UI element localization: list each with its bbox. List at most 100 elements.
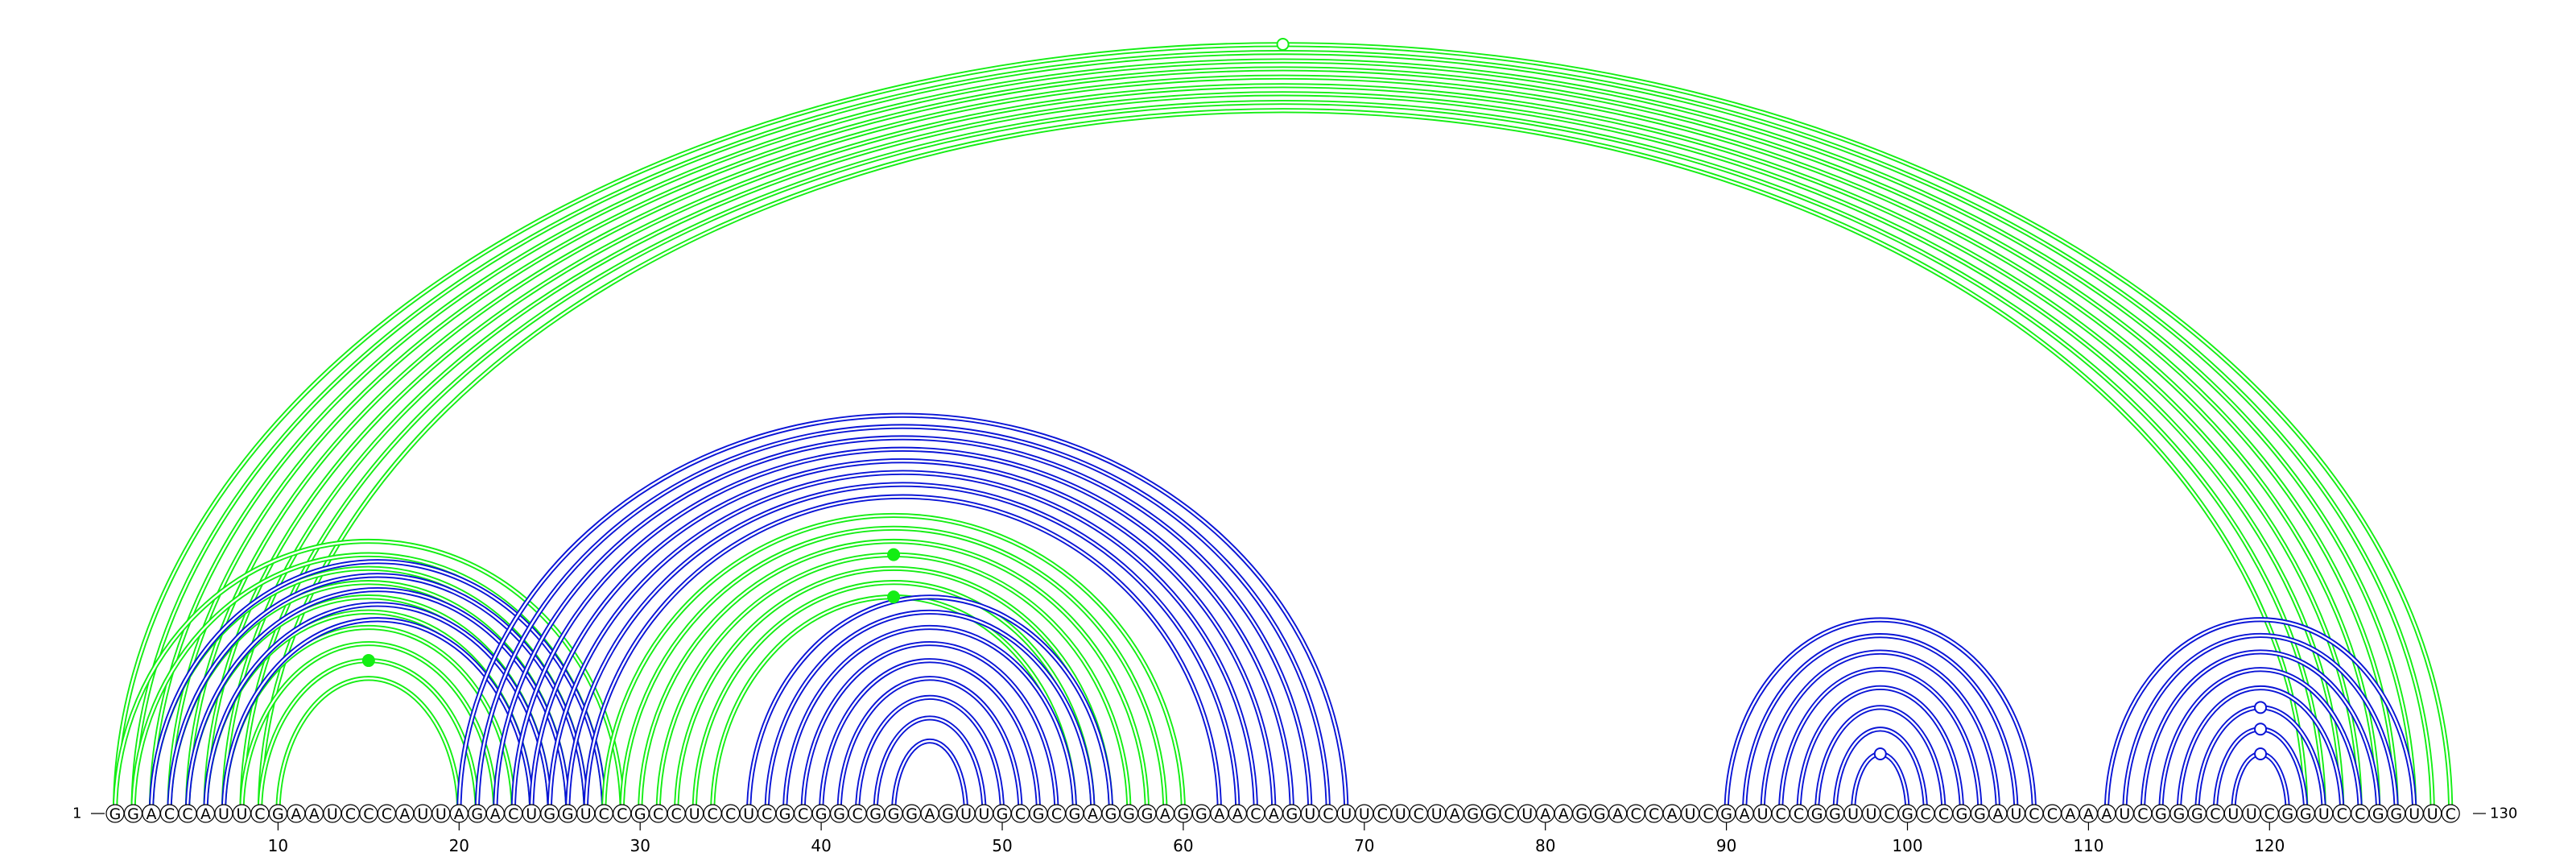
pair-arc-gap-117-122 — [2214, 728, 2307, 814]
nucleotide-letter-40: G — [815, 805, 828, 823]
pair-arc-gap-7-24 — [222, 619, 533, 814]
pair-arc-gap-44-48 — [892, 739, 968, 814]
pair-arc-gap-39-53 — [802, 642, 1058, 814]
nucleotide-letter-21: G — [471, 805, 483, 823]
nucleotide-letter-109: A — [2065, 805, 2075, 823]
nucleotide-64: C — [1246, 804, 1265, 823]
nucleotide-letter-69: U — [1340, 805, 1352, 823]
nucleotide-122: G — [2296, 804, 2315, 823]
nucleotide-letter-39: C — [798, 805, 808, 823]
nucleotide-119: U — [2242, 804, 2261, 823]
nucleotide-57: G — [1119, 804, 1139, 823]
nucleotide-61: G — [1191, 804, 1212, 823]
nucleotide-letter-125: C — [2355, 805, 2365, 823]
end-label: 130 — [2490, 805, 2517, 822]
pair-arc-gap-111-128 — [2105, 619, 2416, 814]
nucleotide-46: A — [920, 804, 939, 823]
tick-label-90: 90 — [1716, 836, 1736, 855]
nucleotide-letter-122: G — [2300, 805, 2312, 823]
nucleotide-4: C — [159, 804, 180, 823]
pair-arc-gap-26-63 — [567, 483, 1239, 814]
nucleotide-73: C — [1409, 804, 1428, 823]
nucleotide-letter-50: G — [997, 805, 1009, 823]
pair-arc-42-50 — [854, 694, 1005, 814]
nucleotide-letter-36: U — [743, 805, 754, 823]
nucleotide-79: U — [1517, 804, 1537, 823]
nucleotide-31: C — [649, 804, 668, 823]
pair-marker-97-100 — [1873, 747, 1887, 760]
nucleotide-12: A — [304, 804, 324, 823]
nucleotide-letter-3: A — [146, 805, 156, 823]
nucleotide-86: C — [1645, 804, 1664, 823]
nucleotide-letter-20: A — [454, 805, 464, 823]
nucleotide-letter-63: A — [1232, 805, 1243, 823]
pair-arc-gap-23-66 — [512, 448, 1294, 814]
nucleotide-115: G — [2169, 804, 2189, 823]
nucleotide-letter-120: C — [2264, 805, 2275, 823]
nucleotide-101: C — [1916, 804, 1935, 823]
nucleotide-43: G — [865, 804, 886, 823]
nucleotide-letter-56: G — [1105, 805, 1117, 823]
nucleotide-letter-33: U — [689, 805, 700, 823]
nucleotide-letter-70: U — [1359, 805, 1370, 823]
nucleotide-62: A — [1210, 804, 1229, 823]
pair-arc-gap-25-64 — [548, 471, 1257, 814]
nucleotide-13: U — [323, 804, 342, 823]
nucleotide-letter-34: C — [708, 805, 718, 823]
nucleotide-letter-100: G — [1901, 805, 1913, 823]
nucleotide-letter-77: G — [1485, 805, 1497, 823]
nucleotide-letter-114: G — [2155, 805, 2167, 823]
nucleotide-95: G — [1807, 804, 1827, 823]
nucleotide-76: G — [1463, 804, 1483, 823]
pair-marker-1-130 — [1276, 38, 1290, 51]
pair-arc-3-128 — [151, 61, 2414, 814]
nucleotide-19: U — [431, 804, 451, 823]
pair-marker-116-123 — [2254, 701, 2268, 714]
pair-arc-gap-8-22 — [241, 642, 497, 814]
nucleotide-55: A — [1083, 804, 1103, 823]
nucleotide-letter-89: C — [1703, 805, 1713, 823]
nucleotide-letter-24: U — [526, 805, 537, 823]
pair-marker-34-54 — [887, 590, 901, 604]
nucleotide-39: C — [794, 804, 813, 823]
pair-arc-gap-20-69 — [458, 414, 1348, 814]
pair-arc-gap-24-65 — [530, 459, 1275, 814]
nucleotide-116: G — [2187, 804, 2207, 823]
nucleotide-letter-84: A — [1612, 805, 1623, 823]
nucleotide-1: G — [105, 804, 125, 823]
pair-arc-gap-28-60 — [603, 514, 1185, 814]
nucleotide-49: U — [974, 804, 994, 823]
nucleotide-letter-86: C — [1649, 805, 1659, 823]
nucleotide-2: G — [123, 804, 143, 823]
nucleotide-letter-97: U — [1847, 805, 1859, 823]
nucleotide-letter-45: G — [906, 805, 918, 823]
nucleotide-89: C — [1699, 804, 1718, 823]
pair-arc-gap-42-50 — [856, 696, 1004, 814]
nucleotide-121: G — [2278, 804, 2297, 823]
tick-label-40: 40 — [811, 836, 831, 855]
pair-arc-gap-29-59 — [621, 527, 1166, 814]
nucleotide-letter-32: C — [671, 805, 682, 823]
nucleotide-8: U — [232, 804, 252, 823]
nucleotide-52: G — [1029, 804, 1048, 823]
nucleotide-letter-37: C — [762, 805, 772, 823]
nucleotide-11: A — [287, 804, 306, 823]
nucleotide-letter-59: A — [1160, 805, 1170, 823]
nucleotide-34: C — [703, 804, 722, 823]
nucleotide-letter-117: C — [2210, 805, 2220, 823]
nucleotide-letter-30: G — [634, 805, 646, 823]
nucleotide-letter-129: U — [2427, 805, 2438, 823]
nucleotide-letter-104: G — [1974, 805, 1986, 823]
nucleotide-58: G — [1137, 804, 1157, 823]
nucleotide-23: C — [504, 804, 523, 823]
nucleotide-letter-19: U — [436, 805, 447, 823]
pair-arc-118-121 — [2231, 751, 2290, 814]
nucleotide-letter-61: G — [1195, 805, 1208, 823]
nucleotide-letter-78: C — [1504, 805, 1514, 823]
tick-label-50: 50 — [992, 836, 1012, 855]
nucleotide-letter-11: A — [291, 805, 301, 823]
nucleotide-45: G — [902, 804, 922, 823]
pair-arc-gap-21-68 — [476, 425, 1330, 814]
pair-arc-93-104 — [1777, 666, 1983, 814]
nucleotide-85: C — [1626, 804, 1645, 823]
